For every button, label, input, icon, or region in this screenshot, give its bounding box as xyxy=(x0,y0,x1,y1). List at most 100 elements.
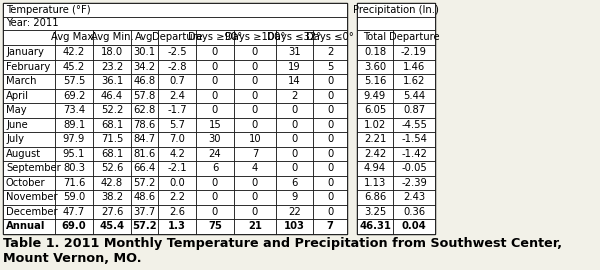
Text: August: August xyxy=(6,149,41,159)
Text: 0: 0 xyxy=(212,47,218,57)
Bar xyxy=(196,117,234,132)
Text: 4.94: 4.94 xyxy=(364,163,386,173)
Text: 0.36: 0.36 xyxy=(403,207,425,217)
Bar xyxy=(3,74,55,89)
Bar xyxy=(276,190,313,204)
Bar xyxy=(357,176,393,190)
Bar xyxy=(357,59,393,74)
Bar xyxy=(313,204,347,219)
Text: 0: 0 xyxy=(212,178,218,188)
Text: 34.2: 34.2 xyxy=(133,62,155,72)
Text: 0: 0 xyxy=(252,120,258,130)
Bar xyxy=(3,204,55,219)
Bar xyxy=(55,219,93,234)
Bar xyxy=(276,132,313,147)
Text: July: July xyxy=(6,134,24,144)
Text: Days ≤32°: Days ≤32° xyxy=(268,32,322,42)
Bar xyxy=(3,190,55,204)
Bar xyxy=(357,117,393,132)
Bar xyxy=(3,17,347,30)
Bar xyxy=(55,190,93,204)
Text: 0: 0 xyxy=(252,105,258,115)
Text: 14: 14 xyxy=(288,76,301,86)
Text: January: January xyxy=(6,47,44,57)
Bar xyxy=(196,161,234,176)
Bar xyxy=(196,204,234,219)
Text: 38.2: 38.2 xyxy=(101,192,123,202)
Text: 47.7: 47.7 xyxy=(63,207,85,217)
Text: 18.0: 18.0 xyxy=(101,47,123,57)
Text: 27.6: 27.6 xyxy=(101,207,123,217)
Bar xyxy=(393,74,435,89)
Text: 0: 0 xyxy=(292,120,298,130)
Text: 0: 0 xyxy=(292,105,298,115)
Text: 0: 0 xyxy=(327,192,333,202)
Text: 0: 0 xyxy=(252,207,258,217)
Bar xyxy=(55,132,93,147)
Text: 19: 19 xyxy=(288,62,301,72)
Bar xyxy=(393,190,435,204)
Bar xyxy=(93,190,131,204)
Text: 6: 6 xyxy=(212,163,218,173)
Text: -2.39: -2.39 xyxy=(401,178,427,188)
Bar xyxy=(158,117,196,132)
Text: 95.1: 95.1 xyxy=(63,149,85,159)
Text: 0: 0 xyxy=(327,105,333,115)
Bar xyxy=(234,204,276,219)
Bar xyxy=(393,117,435,132)
Bar xyxy=(196,74,234,89)
Bar xyxy=(196,147,234,161)
Text: -2.5: -2.5 xyxy=(167,47,187,57)
Bar xyxy=(131,161,158,176)
Text: 1.13: 1.13 xyxy=(364,178,386,188)
Bar xyxy=(93,176,131,190)
Text: 52.6: 52.6 xyxy=(101,163,123,173)
Bar xyxy=(158,103,196,117)
Text: 2.43: 2.43 xyxy=(403,192,425,202)
Text: 46.4: 46.4 xyxy=(101,91,123,101)
Bar xyxy=(313,103,347,117)
Text: Mount Vernon, MO.: Mount Vernon, MO. xyxy=(3,251,142,265)
Bar xyxy=(3,59,55,74)
Text: 0: 0 xyxy=(292,163,298,173)
Text: October: October xyxy=(6,178,46,188)
Text: Avg Max.: Avg Max. xyxy=(51,32,97,42)
Text: Precipitation (In.): Precipitation (In.) xyxy=(353,5,439,15)
Text: 0: 0 xyxy=(292,134,298,144)
Bar xyxy=(93,219,131,234)
Text: Avg: Avg xyxy=(135,32,154,42)
Bar xyxy=(93,147,131,161)
Text: December: December xyxy=(6,207,58,217)
Text: 5: 5 xyxy=(327,62,333,72)
Bar xyxy=(196,132,234,147)
Bar xyxy=(276,45,313,59)
Bar xyxy=(158,74,196,89)
Bar xyxy=(313,45,347,59)
Bar xyxy=(158,176,196,190)
Text: 0: 0 xyxy=(212,207,218,217)
Text: 1.46: 1.46 xyxy=(403,62,425,72)
Text: 0: 0 xyxy=(292,149,298,159)
Text: 0: 0 xyxy=(212,105,218,115)
Text: 21: 21 xyxy=(248,221,262,231)
Bar xyxy=(131,74,158,89)
Text: 0.7: 0.7 xyxy=(169,76,185,86)
Bar xyxy=(196,89,234,103)
Text: 0: 0 xyxy=(212,62,218,72)
Text: 52.2: 52.2 xyxy=(101,105,123,115)
Text: 57.5: 57.5 xyxy=(63,76,85,86)
Bar xyxy=(158,132,196,147)
Bar xyxy=(276,147,313,161)
Bar xyxy=(158,45,196,59)
Bar xyxy=(393,161,435,176)
Bar xyxy=(357,17,435,30)
Bar xyxy=(3,147,55,161)
Bar xyxy=(357,30,393,45)
Text: Departure: Departure xyxy=(152,32,202,42)
Text: 66.4: 66.4 xyxy=(133,163,155,173)
Bar xyxy=(93,161,131,176)
Bar xyxy=(357,74,393,89)
Text: 1.62: 1.62 xyxy=(403,76,425,86)
Text: 48.6: 48.6 xyxy=(133,192,155,202)
Bar xyxy=(3,132,55,147)
